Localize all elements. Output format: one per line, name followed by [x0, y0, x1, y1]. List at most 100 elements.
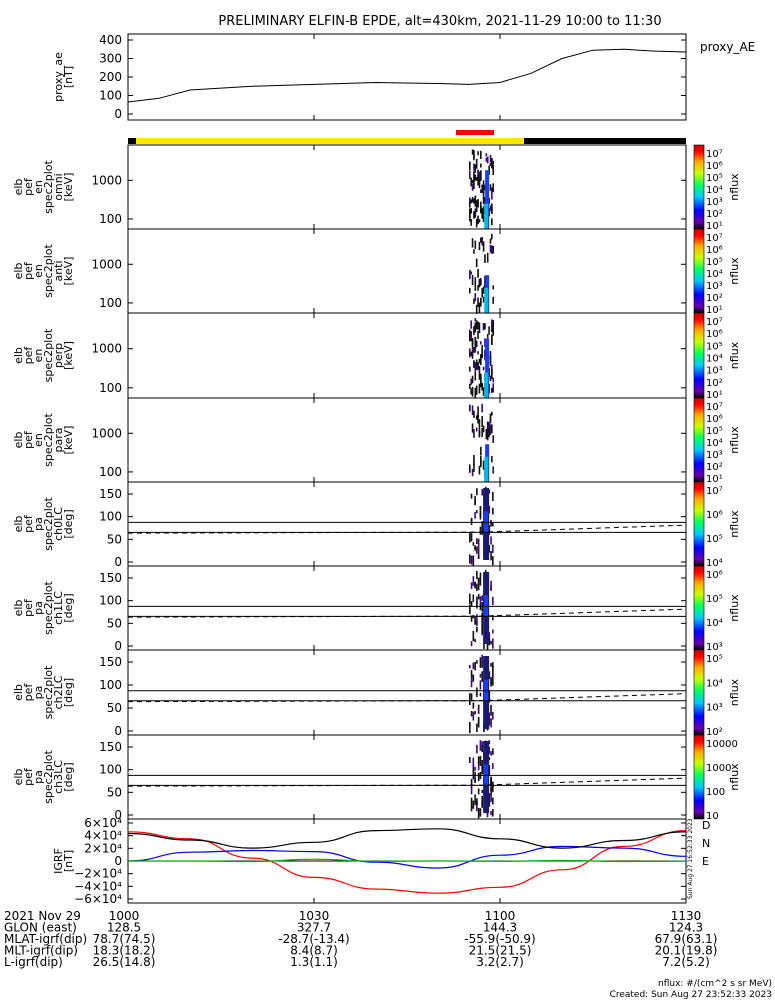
- spectrogram-pixel: [482, 323, 485, 331]
- spectrogram-pixel: [482, 460, 485, 470]
- y-tick-label: 200: [99, 70, 122, 84]
- spectrogram-pixel: [473, 198, 475, 204]
- spectrogram-pixel: [474, 347, 477, 353]
- spectrogram-pixel: [475, 385, 478, 390]
- spectrogram-pixel: [481, 654, 483, 664]
- spectrogram-pixel: [478, 177, 481, 189]
- spectrogram-pixel: [471, 337, 474, 344]
- spectrogram-pixel: [476, 510, 478, 514]
- spectrogram-core: [485, 338, 490, 398]
- spectrogram-pixel: [472, 630, 475, 640]
- spectrogram-pixel: [489, 184, 492, 191]
- spectrogram-pixel: [492, 328, 495, 336]
- spectrogram-pixel: [492, 161, 495, 165]
- spectrogram-pixel: [490, 788, 492, 796]
- ylabel-line: [keV]: [62, 173, 75, 202]
- loss-cone-dashed: [127, 608, 687, 618]
- footer-row-value: 67.9(63.1): [655, 932, 718, 946]
- spectrogram-pixel: [475, 258, 478, 268]
- y-tick-label: 50: [107, 785, 122, 799]
- spectrogram-pixel: [480, 357, 482, 366]
- spectrogram-pixel: [478, 241, 481, 251]
- spectrogram-pixel: [473, 410, 475, 418]
- y-tick-label: 6×10⁴: [84, 816, 122, 830]
- spectrogram-pixel: [492, 296, 495, 304]
- y-tick-label: 150: [99, 487, 122, 501]
- colorbar-tick-label: 1000: [706, 763, 731, 774]
- colorbar-label: nflux: [728, 594, 741, 622]
- footer-row-value: 1030: [299, 909, 330, 923]
- science-zone-marker: [456, 130, 494, 135]
- ylabel-line: pef: [22, 177, 35, 196]
- panel-frame: [127, 565, 687, 651]
- y-tick-label: 100: [99, 594, 122, 608]
- spectrogram-pixel: [488, 326, 490, 335]
- footer-row-value: 78.7(74.5): [93, 932, 156, 946]
- colorbar-label: nflux: [728, 341, 741, 369]
- spectrogram-pixel: [470, 677, 473, 683]
- spectrogram-pixel: [477, 577, 480, 582]
- spectrogram-pixel: [473, 150, 475, 159]
- spectrogram-pixel: [479, 596, 482, 606]
- loss-cone-dashed: [127, 524, 687, 534]
- spectrogram-pixel: [492, 763, 494, 770]
- colorbar: [693, 649, 705, 736]
- footer-row-value: 128.5: [107, 921, 141, 935]
- spectrogram-pixel: [489, 351, 492, 360]
- spectrogram-pixel: [485, 157, 488, 162]
- spectrogram-pixel: [491, 207, 493, 214]
- spectrogram-pixel: [478, 171, 481, 182]
- spectrogram-pixel: [477, 762, 480, 771]
- spectrogram-pixel: [492, 183, 495, 193]
- ylabel-line: spec2plot: [42, 328, 55, 382]
- spectrogram-pixel: [474, 240, 477, 249]
- spectrogram-pixel: [481, 214, 483, 219]
- colorbar-tick-label: 10⁵: [706, 594, 723, 605]
- footer-row-value: 20.1(19.8): [655, 944, 718, 958]
- y-tick-label: 100: [99, 89, 122, 103]
- spectrogram-pixel: [490, 580, 492, 591]
- spectrogram-pixel: [474, 293, 477, 302]
- ylabel-line: pef: [22, 430, 35, 449]
- colorbar-tick-label: 10⁷: [706, 486, 723, 497]
- spectrogram-core-low: [484, 203, 489, 229]
- spectrogram-pixel: [478, 358, 481, 364]
- spectrogram-pixel: [491, 233, 493, 240]
- spectrogram-pixel: [492, 469, 495, 474]
- colorbar-tick-label: 10⁷: [706, 317, 723, 328]
- spectrogram-pixel: [491, 335, 493, 345]
- spectrogram-pixel: [469, 366, 471, 372]
- spectrogram-pixel: [474, 164, 477, 173]
- panel-frame: [127, 33, 687, 121]
- spectrogram-pixel: [470, 670, 473, 678]
- spectrogram-pixel: [492, 507, 494, 515]
- spectrogram-pixel: [473, 155, 475, 161]
- spectrogram-pixel: [475, 427, 478, 432]
- spectrogram-pixel: [492, 435, 495, 443]
- spectrogram-pixel: [469, 348, 471, 358]
- ylabel-line: pef: [22, 346, 35, 365]
- panel-frame: [127, 397, 687, 483]
- colorbar: [693, 144, 705, 230]
- spectrogram-pixel: [488, 544, 491, 550]
- spectrogram-pixel: [472, 594, 475, 602]
- spectrogram-pixel: [470, 207, 472, 214]
- spectrogram-pixel: [477, 351, 479, 355]
- spectrogram-pixel: [470, 199, 472, 204]
- spectrogram-pixel: [480, 237, 482, 243]
- y-tick-label: 0: [114, 555, 122, 569]
- loss-cone-dashed: [127, 777, 687, 787]
- ylabel-line: IGRF: [52, 848, 65, 874]
- spectrogram-pixel: [477, 174, 479, 186]
- ylabel-line: en: [32, 433, 45, 447]
- spectrogram-pixel: [481, 416, 483, 428]
- spectrogram-pixel: [471, 349, 474, 359]
- spectrogram-pixel: [469, 287, 471, 294]
- colorbar-tick-label: 10: [706, 811, 719, 822]
- footer-row-label: GLON (east): [4, 921, 77, 935]
- spectrogram-pixel: [488, 691, 491, 703]
- footer-row-value: 21.5(21.5): [469, 944, 532, 958]
